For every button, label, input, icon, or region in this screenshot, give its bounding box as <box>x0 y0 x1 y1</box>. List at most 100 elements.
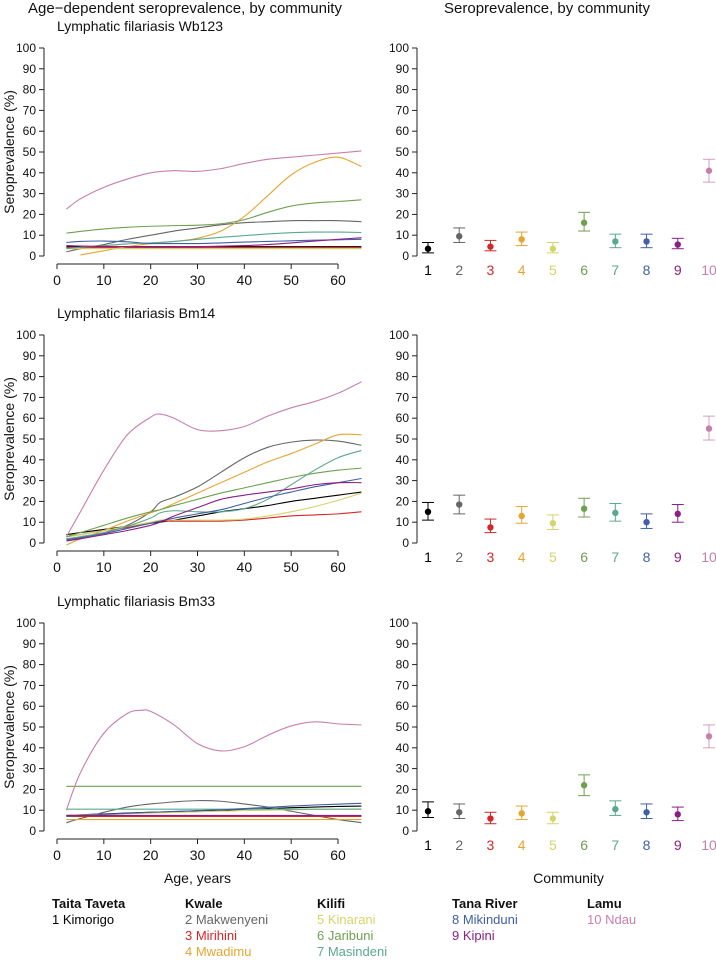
x-tick-label: 10 <box>701 262 716 278</box>
y-tick-label: 30 <box>23 187 37 201</box>
y-tick-label: 10 <box>396 228 410 242</box>
x-tick-label: 2 <box>455 837 463 853</box>
x-tick-label: 60 <box>330 847 346 863</box>
y-tick-label: 30 <box>396 762 410 776</box>
x-tick-label: 8 <box>643 549 651 565</box>
x-tick-label: 50 <box>283 847 299 863</box>
legend-group: Kilifi 5 Kinarani 6 Jaribuni 7 Masindeni <box>317 896 387 960</box>
y-tick-label: 80 <box>396 658 410 672</box>
point-community-8 <box>643 519 650 526</box>
x-tick-label: 30 <box>190 272 206 288</box>
point-community-3 <box>487 524 494 531</box>
point-community-6 <box>580 505 588 512</box>
y-tick-label: 80 <box>396 83 410 97</box>
legend-item: 8 Mikinduni <box>452 912 518 927</box>
y-tick-label: 60 <box>396 699 410 713</box>
y-tick-label: 100 <box>389 616 409 630</box>
legend-group: Lamu 10 Ndau <box>587 896 636 928</box>
y-tick-label: 0 <box>29 824 36 838</box>
x-tick-label: 0 <box>53 559 61 575</box>
dot-chart-bm14: 0 10 20 30 40 50 60 70 80 90 100 1 2 3 4 5 6 7 8 9 10 <box>389 328 716 565</box>
y-tick-label: 80 <box>23 83 37 97</box>
x-tick-label: 4 <box>518 837 526 853</box>
series-line-community-10 <box>65 709 362 811</box>
x-tick-label: 8 <box>643 262 651 278</box>
y-tick-label: 60 <box>23 411 37 425</box>
y-tick-label: 30 <box>396 187 410 201</box>
y-tick-label: 50 <box>396 720 410 734</box>
point-community-8 <box>643 809 650 816</box>
y-tick-label: 70 <box>396 103 410 117</box>
y-tick-label: 90 <box>23 349 37 363</box>
x-tick-label: 40 <box>237 272 253 288</box>
point-community-4 <box>518 236 525 243</box>
x-tick-label: 60 <box>330 559 346 575</box>
legend-group: Taita Taveta 1 Kimorigo <box>52 896 125 928</box>
series-line-community-7 <box>66 231 362 250</box>
legend-county: Lamu <box>587 896 622 911</box>
right-column-title: Seroprevalence, by community <box>444 0 650 17</box>
x-axis-label: Community <box>533 870 604 886</box>
point-community-5 <box>549 815 557 822</box>
series-line-community-10 <box>66 150 362 210</box>
series-line-community-1 <box>66 491 362 536</box>
x-tick-label: 7 <box>611 549 619 565</box>
y-tick-label: 90 <box>396 62 410 76</box>
legend-item: 9 Kipini <box>452 928 495 943</box>
y-axis-label: Seroprevalence (%) <box>1 665 17 789</box>
x-tick-label: 3 <box>487 549 495 565</box>
x-tick-label: 1 <box>424 837 432 853</box>
y-tick-label: 20 <box>396 782 410 796</box>
x-tick-label: 10 <box>701 837 716 853</box>
series-line-community-5 <box>66 492 362 538</box>
y-tick-label: 80 <box>23 658 37 672</box>
series-line-community-8 <box>66 802 362 817</box>
legend-item: 6 Jaribuni <box>317 928 374 943</box>
y-tick-label: 60 <box>396 411 410 425</box>
series-line-community-10 <box>65 381 362 538</box>
x-tick-label: 2 <box>455 262 463 278</box>
legend-county: Taita Taveta <box>52 896 126 911</box>
legend-item: 2 Makwenyeni <box>185 912 269 927</box>
x-tick-label: 3 <box>487 837 495 853</box>
y-tick-label: 40 <box>23 166 37 180</box>
y-tick-label: 0 <box>29 536 36 550</box>
y-tick-label: 50 <box>396 145 410 159</box>
series-line-community-6 <box>66 199 362 234</box>
legend-county: Kwale <box>185 896 223 911</box>
y-tick-label: 20 <box>396 494 410 508</box>
point-community-3 <box>487 243 494 250</box>
x-tick-label: 4 <box>518 549 526 565</box>
legend-item: 7 Masindeni <box>317 944 388 959</box>
y-tick-label: 60 <box>396 124 410 138</box>
x-tick-label: 1 <box>424 549 432 565</box>
y-tick-label: 100 <box>389 328 409 342</box>
x-tick-label: 6 <box>580 837 588 853</box>
x-tick-label: 5 <box>549 262 557 278</box>
y-tick-label: 20 <box>396 207 410 221</box>
y-tick-label: 100 <box>16 616 36 630</box>
y-tick-label: 20 <box>23 494 37 508</box>
series-line-community-8 <box>66 477 362 541</box>
series-line-community-2 <box>66 220 362 253</box>
x-tick-label: 4 <box>518 262 526 278</box>
x-tick-label: 10 <box>96 272 112 288</box>
x-tick-label: 20 <box>143 847 159 863</box>
y-tick-label: 0 <box>402 249 409 263</box>
series-line-community-8 <box>66 238 362 245</box>
x-tick-label: 10 <box>701 549 716 565</box>
y-tick-label: 20 <box>23 782 37 796</box>
x-tick-label: 3 <box>487 262 495 278</box>
point-community-10 <box>705 167 713 174</box>
x-tick-label: 0 <box>53 272 61 288</box>
series-line-community-4 <box>66 433 362 546</box>
series-line-community-6 <box>66 467 362 538</box>
legend-group: Kwale 2 Makwenyeni 3 Mirihini 4 Mwadimu <box>185 896 268 960</box>
y-tick-label: 70 <box>396 678 410 692</box>
point-community-10 <box>705 425 713 432</box>
legend-group: Tana River 8 Mikinduni 9 Kipini <box>452 896 518 944</box>
series-line-community-9 <box>66 237 362 248</box>
series-line-community-2 <box>66 800 362 824</box>
y-tick-label: 50 <box>23 432 37 446</box>
y-tick-label: 100 <box>16 41 36 55</box>
